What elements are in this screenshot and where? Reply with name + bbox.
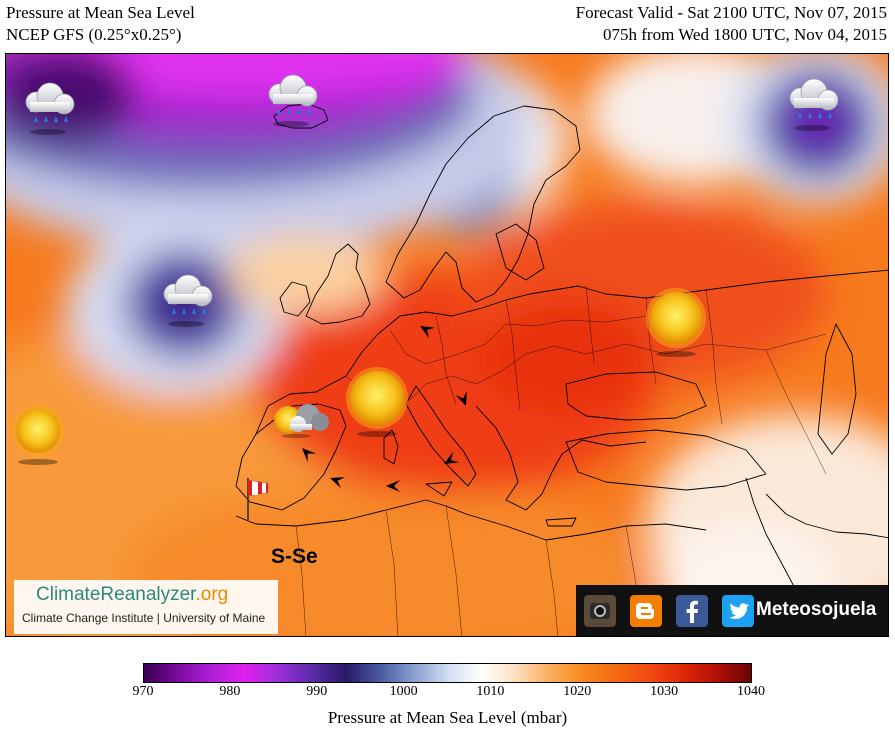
social-handle[interactable]: Meteosojuela: [756, 599, 877, 620]
wind-arrow-icon: [455, 390, 467, 406]
colorbar-tick-label: 1000: [389, 684, 418, 699]
affiliation-label: Climate Change Institute | University of…: [22, 611, 266, 625]
site-tld: .org: [195, 584, 229, 605]
map-title: Pressure at Mean Sea Level: [6, 3, 195, 22]
wind-arrow-icon: [444, 451, 460, 464]
colorbar-tick-label: 1030: [650, 684, 679, 699]
colorbar-tick-label: 1020: [563, 684, 592, 699]
sun-icon: [646, 288, 706, 357]
blogger-icon[interactable]: [630, 595, 662, 627]
colorbar-tick-label: 1040: [737, 684, 765, 699]
pressure-map: S-Se ClimateReanalyzer.org Climate Chang…: [5, 53, 889, 637]
sun-cloud-icon: [274, 404, 329, 438]
wind-arrow-icon: [302, 448, 317, 463]
wind-sock-icon: [247, 478, 268, 520]
rain-cloud-icon: [268, 74, 318, 127]
twitter-icon[interactable]: [722, 595, 754, 627]
forecast-valid-label: Forecast Valid - Sat 2100 UTC, Nov 07, 2…: [575, 3, 887, 22]
pressure-colorbar: [143, 663, 752, 683]
rain-cloud-icon: [25, 82, 75, 135]
wind-arrow-icon: [420, 326, 436, 339]
wind-direction-label: S-Se: [271, 545, 318, 568]
social-bar: Meteosojuela: [576, 585, 888, 636]
sun-icon: [346, 367, 408, 437]
forecast-run-label: 075h from Wed 1800 UTC, Nov 04, 2015: [603, 25, 887, 44]
pressure-field: [6, 54, 888, 636]
colorbar-title: Pressure at Mean Sea Level (mbar): [327, 708, 568, 727]
rain-cloud-icon: [163, 274, 213, 327]
instagram-icon[interactable]: [584, 595, 616, 627]
model-label: NCEP GFS (0.25°x0.25°): [6, 25, 182, 44]
colorbar-tick-label: 1010: [476, 684, 505, 699]
sun-icon: [12, 405, 64, 465]
facebook-icon[interactable]: [676, 595, 708, 627]
colorbar-tick-label: 980: [219, 684, 241, 699]
colorbar-tick-label: 990: [306, 684, 328, 699]
climatereanalyzer-logo-box: [14, 580, 278, 634]
wind-arrow-icon: [386, 480, 400, 492]
wind-arrow-icon: [330, 477, 346, 489]
colorbar-tick-label: 970: [132, 684, 154, 699]
site-name: ClimateReanalyzer: [36, 584, 196, 605]
rain-cloud-icon: [789, 78, 839, 131]
climatereanalyzer-logo[interactable]: ClimateReanalyzer.org: [36, 584, 228, 606]
